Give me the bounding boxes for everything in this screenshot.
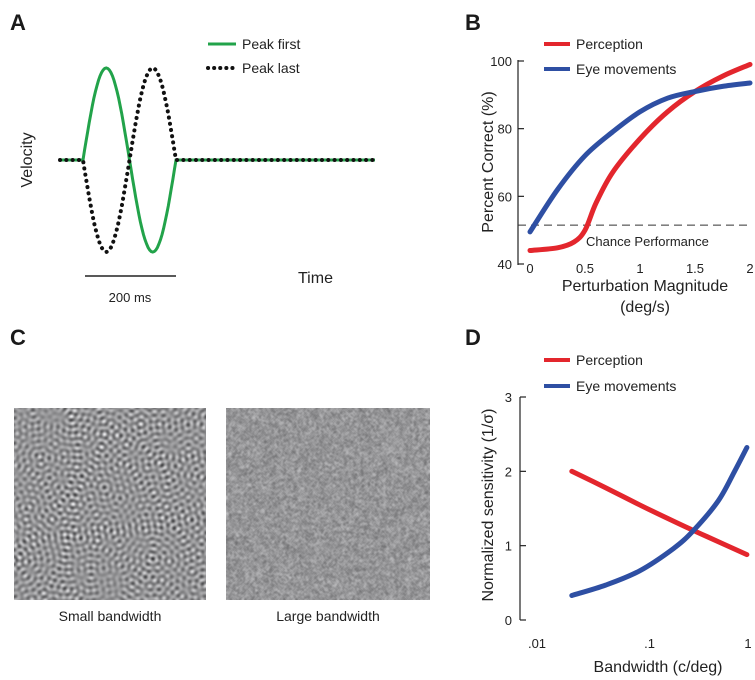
axis-title-perturbation-units: (deg/s) <box>620 299 670 316</box>
y-tick-label-b: 80 <box>498 122 512 137</box>
large-bandwidth-noise-image <box>226 408 430 600</box>
panel-letter-a: A <box>10 10 26 35</box>
legend-label-eye-b: Eye movements <box>576 61 676 77</box>
chance-label: Chance Performance <box>586 234 709 249</box>
small-bandwidth-noise-image <box>14 408 206 600</box>
panel-letter-c: C <box>10 325 26 350</box>
x-tick-label-b: 2 <box>746 261 753 276</box>
panel-letter-b: B <box>465 10 481 35</box>
axis-title-bandwidth: Bandwidth (c/deg) <box>594 659 723 676</box>
axis-title-normalized-sensitivity: Normalized sensitivity (1/σ) <box>480 408 497 601</box>
y-tick-label-b: 60 <box>498 189 512 204</box>
y-tick-label-d: 0 <box>505 613 512 628</box>
panel-b-percent-correct: Chance Performance 40 60 80 100 0 0.5 1 1.5 2 P… <box>480 36 754 316</box>
y-tick-label-d: 1 <box>505 539 512 554</box>
x-tick-label-b: 0 <box>526 261 533 276</box>
panel-d-normalized-sensitivity: 0 1 2 3 .01 .1 1 Perception Eye movements Nor… <box>480 352 752 676</box>
legend-label-eye-d: Eye movements <box>576 378 676 394</box>
y-tick-label-b: 100 <box>490 54 512 69</box>
y-tick-label-d: 3 <box>505 390 512 405</box>
x-tick-label-b: 0.5 <box>576 261 594 276</box>
y-tick-label-b: 40 <box>498 257 512 272</box>
x-tick-label-b: 1 <box>636 261 643 276</box>
x-tick-label-d: .01 <box>528 636 546 651</box>
series-line-perception <box>527 61 753 253</box>
legend-label-perception-b: Perception <box>576 36 643 52</box>
axis-title-velocity: Velocity <box>19 132 36 187</box>
series-line-eye-movements <box>527 80 753 235</box>
legend-label-peak-first: Peak first <box>242 36 300 52</box>
x-tick-label-b: 1.5 <box>686 261 704 276</box>
x-tick-label-d: .1 <box>644 636 655 651</box>
legend-label-peak-last: Peak last <box>242 60 300 76</box>
series-line-eye-movements-d <box>569 445 750 598</box>
series-line-peak-last <box>58 65 377 255</box>
caption-small-bandwidth: Small bandwidth <box>58 608 162 624</box>
axis-title-time: Time <box>298 270 333 287</box>
legend-label-perception-d: Perception <box>576 352 643 368</box>
caption-large-bandwidth: Large bandwidth <box>276 608 380 624</box>
x-tick-label-d: 1 <box>744 636 751 651</box>
y-tick-label-d: 2 <box>505 464 512 479</box>
series-line-perception-d <box>569 468 750 558</box>
scale-bar-label: 200 ms <box>109 290 152 305</box>
axis-title-perturbation: Perturbation Magnitude <box>562 278 728 295</box>
panel-letter-d: D <box>465 325 481 350</box>
axis-title-percent-correct: Percent Correct (%) <box>480 91 497 232</box>
panel-a-velocity-profiles: Peak first Peak last Velocity Time 200 m… <box>19 36 377 305</box>
